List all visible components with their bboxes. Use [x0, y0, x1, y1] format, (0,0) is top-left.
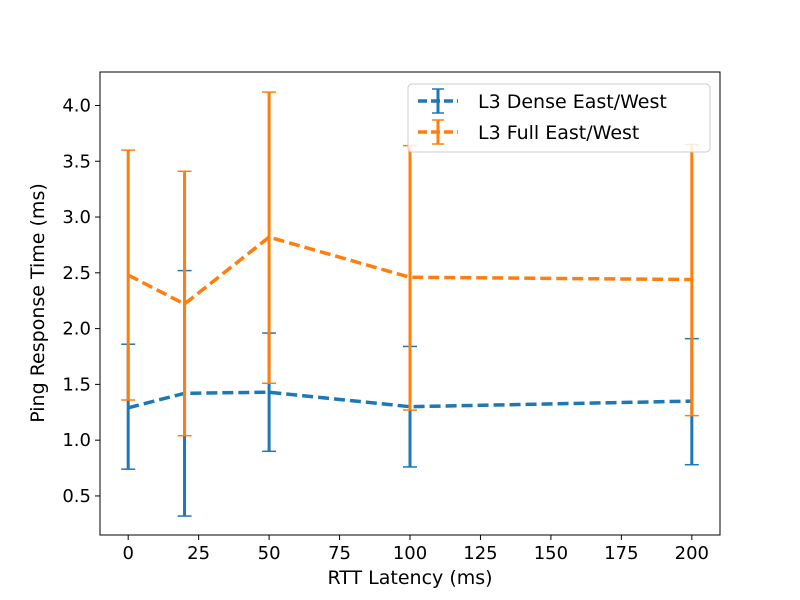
series-1 [121, 91, 699, 437]
y-axis-title: Ping Response Time (ms) [27, 183, 49, 423]
legend-label-full: L3 Full East/West [478, 122, 639, 144]
y-tick-label: 3.5 [62, 151, 91, 172]
x-tick-label: 50 [258, 543, 281, 564]
x-tick-label: 100 [393, 543, 427, 564]
legend: L3 Dense East/West L3 Full East/West [407, 83, 711, 153]
legend-marker-full [418, 119, 458, 145]
x-tick-label: 0 [122, 543, 133, 564]
x-tick-label: 175 [604, 543, 638, 564]
legend-marker-dense [418, 88, 458, 114]
x-tick-label: 75 [328, 543, 351, 564]
series-line [127, 235, 692, 307]
legend-box [407, 83, 711, 153]
x-axis-title: RTT Latency (ms) [327, 567, 492, 589]
series-line [127, 390, 692, 410]
tick-layer: 0 25 50 75 100 125 150 175 200 0.5 1.0 1.5 2.0 2.5 3.0… [62, 95, 709, 564]
y-tick-label: 0.5 [62, 486, 91, 507]
x-tick-label: 150 [534, 543, 568, 564]
y-tick-label: 1.5 [62, 374, 91, 395]
x-tick-label: 25 [187, 543, 210, 564]
x-tick-label: 200 [675, 543, 709, 564]
y-tick-label: 2.5 [62, 263, 91, 284]
x-tick-label: 125 [463, 543, 497, 564]
y-tick-label: 3.0 [62, 207, 91, 228]
plot-layer [121, 91, 699, 517]
y-tick-label: 2.0 [62, 319, 91, 340]
legend-label-dense: L3 Dense East/West [478, 91, 667, 113]
y-tick-label: 4.0 [62, 95, 91, 116]
y-tick-label: 1.0 [62, 430, 91, 451]
